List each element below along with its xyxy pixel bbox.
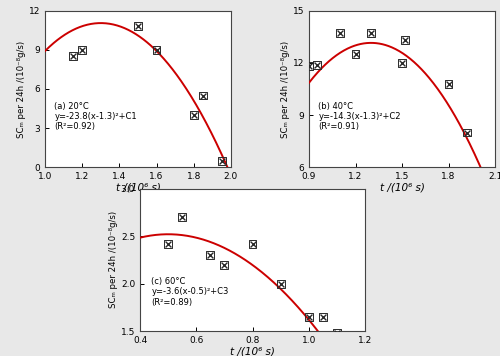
Point (276, 281, 284, 287)
Point (336, 31, 344, 36)
Point (134, 23, 142, 29)
Point (218, 158, 226, 164)
Text: (c) 60°C
y=-3.6(x-0.5)²+C3
(R²=0.89): (c) 60°C y=-3.6(x-0.5)²+C3 (R²=0.89) (151, 277, 228, 307)
Point (336, 31, 344, 36)
Point (398, 60, 406, 66)
Point (69, 53, 77, 59)
Point (398, 60, 406, 66)
Point (164, 241, 172, 247)
Point (220, 262, 228, 267)
Point (220, 262, 228, 267)
Point (305, 63, 313, 69)
Point (190, 112, 198, 118)
Point (164, 241, 172, 247)
Point (401, 37, 409, 43)
Point (199, 93, 207, 98)
Point (199, 93, 207, 98)
Point (305, 314, 313, 320)
Point (78, 47, 86, 53)
Point (78, 47, 86, 53)
X-axis label: t /(10⁶ s): t /(10⁶ s) (380, 183, 424, 193)
Point (463, 130, 471, 135)
Point (313, 62, 321, 68)
Y-axis label: SCₘ per 24h /(10⁻⁸g/s): SCₘ per 24h /(10⁻⁸g/s) (109, 211, 118, 308)
Point (367, 31, 375, 36)
Point (178, 214, 186, 220)
Point (134, 23, 142, 29)
Point (444, 81, 452, 87)
X-axis label: t /(10⁶ s): t /(10⁶ s) (230, 346, 275, 356)
Point (352, 51, 360, 57)
Text: (a) 20°C
y=-23.8(x-1.3)²+C1
(R²=0.92): (a) 20°C y=-23.8(x-1.3)²+C1 (R²=0.92) (54, 101, 137, 131)
Point (319, 314, 327, 320)
Point (248, 241, 256, 247)
Point (178, 214, 186, 220)
Point (305, 314, 313, 320)
Point (69, 53, 77, 59)
Point (463, 130, 471, 135)
Point (352, 51, 360, 57)
Point (206, 252, 214, 258)
Point (313, 62, 321, 68)
Point (305, 63, 313, 69)
Point (218, 158, 226, 164)
Point (206, 252, 214, 258)
Y-axis label: SCₘ per 24h /(10⁻⁸g/s): SCₘ per 24h /(10⁻⁸g/s) (281, 41, 290, 137)
Point (444, 81, 452, 87)
X-axis label: t /(10⁶ s): t /(10⁶ s) (116, 183, 160, 193)
Text: (b) 40°C
y=-14.3(x-1.3)²+C2
(R²=0.91): (b) 40°C y=-14.3(x-1.3)²+C2 (R²=0.91) (318, 101, 401, 131)
Point (276, 281, 284, 287)
Point (319, 314, 327, 320)
Point (190, 112, 198, 118)
Point (367, 31, 375, 36)
Point (152, 47, 160, 53)
Point (401, 37, 409, 43)
Y-axis label: SCₘ per 24h /(10⁻⁸g/s): SCₘ per 24h /(10⁻⁸g/s) (17, 41, 26, 137)
Point (152, 47, 160, 53)
Point (333, 330, 341, 336)
Point (333, 330, 341, 336)
Point (248, 241, 256, 247)
